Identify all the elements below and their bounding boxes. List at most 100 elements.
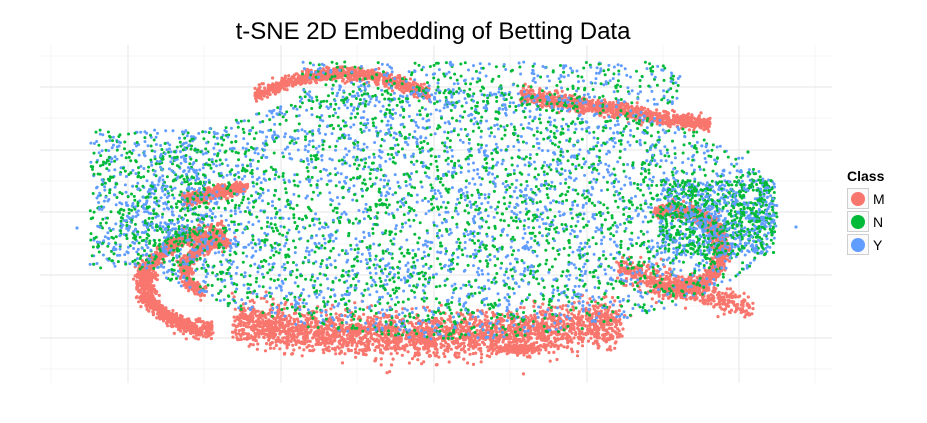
- point-m: [449, 347, 453, 351]
- point-m: [139, 305, 143, 309]
- point-m: [135, 285, 139, 289]
- point-m: [259, 332, 263, 336]
- point-m: [134, 296, 138, 300]
- point-m: [435, 337, 440, 341]
- point-m: [547, 334, 551, 338]
- point-m: [350, 66, 354, 70]
- point-m: [565, 317, 569, 321]
- point-m: [425, 305, 430, 309]
- point-m: [260, 329, 264, 333]
- point-m: [621, 327, 625, 331]
- point-m: [152, 287, 157, 292]
- point-m: [346, 347, 350, 351]
- point-m: [194, 336, 198, 340]
- point-m: [428, 340, 432, 344]
- point-m: [202, 326, 206, 330]
- point-m: [609, 313, 613, 317]
- point-m: [484, 332, 488, 336]
- point-m: [561, 304, 565, 308]
- point-m: [147, 280, 151, 284]
- point-m: [337, 340, 341, 344]
- point-m: [189, 280, 194, 284]
- point-m: [442, 352, 446, 356]
- point-m: [283, 340, 287, 344]
- point-m: [296, 320, 301, 324]
- point-m: [475, 323, 479, 327]
- point-m: [581, 336, 586, 340]
- point-m: [362, 312, 366, 316]
- point-m: [194, 324, 198, 328]
- point-m: [291, 332, 296, 336]
- point-m: [551, 331, 556, 335]
- point-m: [591, 304, 595, 308]
- point-m: [484, 310, 488, 314]
- point-m: [237, 329, 241, 333]
- point-m: [157, 313, 161, 318]
- point-m: [286, 77, 291, 81]
- point-m: [302, 348, 306, 352]
- point-m: [467, 347, 471, 351]
- point-m: [147, 298, 151, 302]
- point-m: [600, 333, 605, 337]
- point-m: [289, 316, 293, 320]
- point-m: [371, 317, 375, 322]
- point-m: [278, 330, 283, 334]
- point-m: [249, 318, 254, 322]
- point-m: [359, 340, 363, 344]
- point-m: [186, 328, 190, 332]
- point-m: [550, 323, 554, 327]
- point-m: [535, 324, 539, 329]
- point-m: [565, 337, 570, 341]
- point-m: [565, 308, 569, 312]
- point-m: [298, 346, 302, 350]
- point-m: [384, 339, 389, 343]
- point-m: [210, 325, 214, 329]
- point-m: [186, 283, 190, 287]
- point-m: [461, 313, 465, 317]
- point-m: [167, 309, 171, 314]
- point-m: [383, 346, 387, 350]
- point-m: [602, 313, 606, 317]
- point-m: [264, 290, 268, 294]
- point-m: [526, 322, 530, 326]
- point-m: [246, 314, 250, 318]
- point-m: [584, 317, 589, 321]
- point-m: [522, 338, 526, 342]
- point-m: [204, 335, 208, 339]
- point-m: [276, 313, 280, 317]
- point-m: [185, 270, 189, 274]
- point-m: [304, 318, 308, 322]
- point-m: [265, 342, 269, 346]
- point-m: [610, 295, 615, 300]
- point-m: [237, 322, 241, 326]
- point-m: [610, 322, 614, 326]
- point-m: [315, 310, 319, 314]
- point-m: [272, 321, 276, 325]
- point-m: [340, 336, 344, 340]
- point-m: [570, 312, 574, 316]
- point-m: [381, 344, 385, 348]
- point-m: [377, 321, 381, 325]
- point-m: [588, 322, 592, 326]
- point-m: [437, 355, 441, 359]
- point-m: [292, 338, 297, 342]
- point-m: [137, 271, 141, 275]
- point-m: [182, 254, 186, 258]
- point-m: [390, 334, 394, 338]
- point-m: [547, 341, 551, 345]
- point-m: [263, 349, 268, 353]
- point-m: [566, 341, 570, 345]
- point-m: [279, 323, 283, 327]
- point-m: [312, 348, 316, 352]
- point-m: [496, 340, 501, 344]
- point-m: [448, 327, 452, 331]
- point-m: [267, 338, 271, 342]
- point-m: [586, 339, 591, 343]
- point-m: [294, 311, 298, 315]
- point-m: [265, 300, 269, 304]
- point-m: [581, 323, 586, 327]
- point-m: [298, 305, 302, 309]
- point-m: [184, 337, 188, 341]
- point-m: [223, 239, 227, 243]
- point-m: [350, 339, 354, 343]
